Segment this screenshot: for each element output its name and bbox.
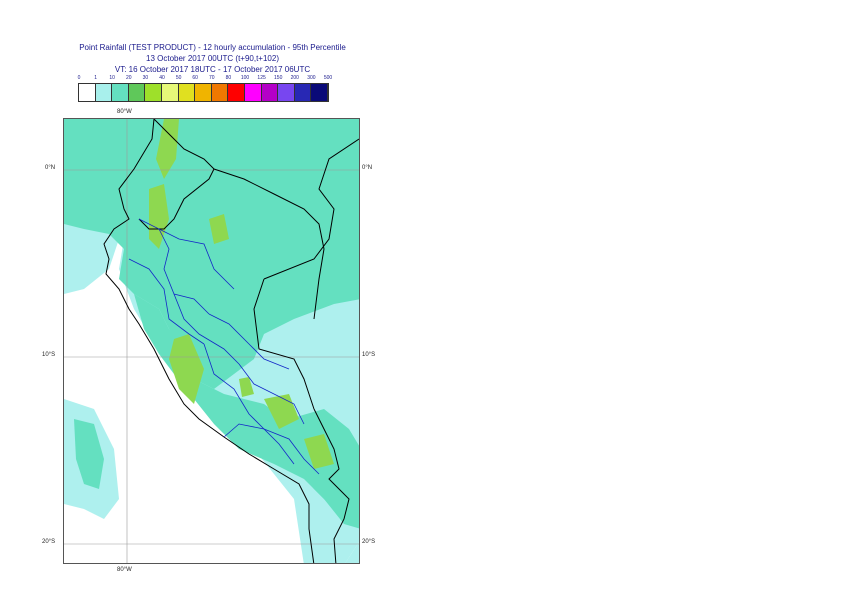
legend-threshold-label: 500 [323, 75, 333, 81]
legend-threshold-label: 80 [225, 75, 232, 81]
legend-swatch [311, 84, 328, 101]
valid-time-label: VT: 16 October 2017 18UTC - 17 October 2… [114, 65, 311, 74]
legend-swatch [228, 84, 245, 101]
lat-label-0-left: 0°N [45, 165, 56, 171]
lon-label-bottom: 80°W [117, 567, 132, 573]
legend-swatch [161, 84, 179, 101]
legend-threshold-label: 125 [257, 75, 266, 81]
chart-title: Point Rainfall (TEST PRODUCT) - 12 hourl… [79, 43, 346, 52]
colombia-border [213, 168, 325, 320]
legend-swatch [278, 84, 295, 101]
heavy-area-3 [209, 214, 229, 244]
heavy-area-6 [304, 434, 334, 469]
legend-swatch [244, 84, 262, 101]
legend-threshold-label: 40 [159, 75, 165, 81]
legend-swatch [95, 84, 113, 101]
heavy-area-2 [149, 184, 169, 249]
ocean-medium-patch-nw [64, 129, 104, 189]
lon-label-top: 80°W [117, 109, 132, 115]
legend-swatch [261, 84, 279, 101]
legend-threshold-label: 10 [109, 75, 115, 81]
rain-heavy-areas [149, 119, 334, 469]
ocean-medium-patch [74, 419, 104, 489]
legend-threshold-labels: 0 1 10 20 30 40 50 60 70 80 100 125 150 200 300 500 [0, 75, 842, 85]
regional-borders [128, 218, 320, 475]
rainfall-map [63, 118, 360, 564]
lat-label-20-right: 20°S [362, 539, 376, 545]
lat-label-10-left: 10°S [42, 352, 56, 358]
legend-swatch [178, 84, 196, 101]
heavy-area-4 [169, 334, 204, 404]
lat-label-0-right: 0°N [362, 165, 373, 171]
legend-threshold-label: 60 [192, 75, 198, 81]
heavy-area-1 [156, 119, 179, 179]
ocean-light-band-south [345, 542, 359, 563]
legend-swatch [145, 84, 162, 101]
bolivia-border [313, 408, 350, 563]
heavy-area-5 [264, 394, 299, 429]
legend-threshold-label: 300 [307, 75, 316, 81]
lat-label-10-right: 10°S [362, 352, 376, 358]
heavy-area-7 [239, 377, 254, 397]
legend-threshold-label: 50 [175, 75, 182, 81]
legend-threshold-label: 100 [240, 75, 250, 81]
legend-threshold-label: 200 [290, 75, 299, 81]
run-time-label: 13 October 2017 00UTC (t+90,t+102) [146, 54, 279, 63]
legend-threshold-label: 70 [209, 75, 215, 81]
brazil-border [253, 138, 359, 410]
legend-swatch [195, 84, 212, 101]
legend-threshold-label: 30 [142, 75, 149, 81]
medium-area-north [64, 119, 359, 389]
legend-threshold-label: 20 [126, 75, 132, 81]
legend-swatch [112, 84, 129, 101]
legend-threshold-label: 150 [274, 75, 283, 81]
legend-swatch [211, 84, 229, 101]
lat-label-20-left: 20°S [42, 539, 56, 545]
legend-threshold-label: 0 [77, 75, 81, 81]
legend-swatch [79, 84, 96, 101]
color-legend [78, 83, 329, 102]
legend-threshold-label: 1 [94, 75, 97, 81]
coastline [103, 119, 315, 563]
legend-swatch [294, 84, 312, 101]
legend-swatch [128, 84, 146, 101]
map-svg [64, 119, 359, 563]
